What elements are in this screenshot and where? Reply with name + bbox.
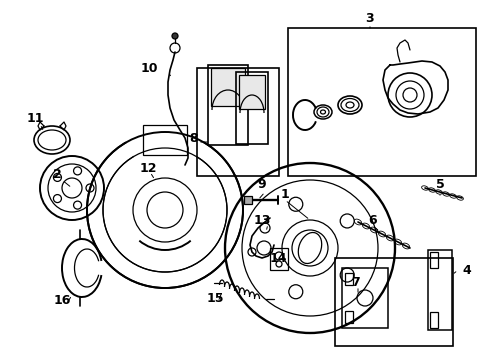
Text: 8: 8 bbox=[189, 131, 198, 144]
Bar bbox=[345, 273, 352, 285]
Text: 15: 15 bbox=[206, 292, 224, 305]
Bar bbox=[244, 196, 251, 204]
Text: 6: 6 bbox=[368, 213, 377, 226]
Text: 1: 1 bbox=[280, 189, 289, 202]
Bar bbox=[334, 258, 452, 346]
Text: 16: 16 bbox=[53, 293, 71, 306]
Text: 7: 7 bbox=[350, 275, 359, 288]
Bar bbox=[142, 125, 186, 155]
Bar bbox=[207, 65, 247, 145]
Text: 3: 3 bbox=[365, 12, 373, 24]
Bar bbox=[345, 311, 352, 323]
Text: 9: 9 bbox=[257, 179, 266, 192]
Bar bbox=[427, 250, 451, 330]
Text: 5: 5 bbox=[435, 179, 444, 192]
Bar bbox=[269, 248, 287, 270]
Bar bbox=[287, 28, 475, 176]
Text: 2: 2 bbox=[53, 168, 61, 181]
Text: 13: 13 bbox=[253, 213, 270, 226]
Bar bbox=[210, 68, 244, 106]
Bar bbox=[197, 68, 279, 176]
Text: 11: 11 bbox=[26, 112, 43, 125]
Text: 14: 14 bbox=[269, 252, 286, 265]
Bar bbox=[239, 75, 264, 109]
Bar bbox=[429, 252, 437, 268]
Text: 10: 10 bbox=[140, 62, 158, 75]
Bar bbox=[429, 312, 437, 328]
Bar bbox=[341, 268, 387, 328]
Bar bbox=[236, 72, 267, 144]
Text: 12: 12 bbox=[139, 162, 157, 175]
Circle shape bbox=[172, 33, 178, 39]
Text: 4: 4 bbox=[461, 264, 470, 276]
